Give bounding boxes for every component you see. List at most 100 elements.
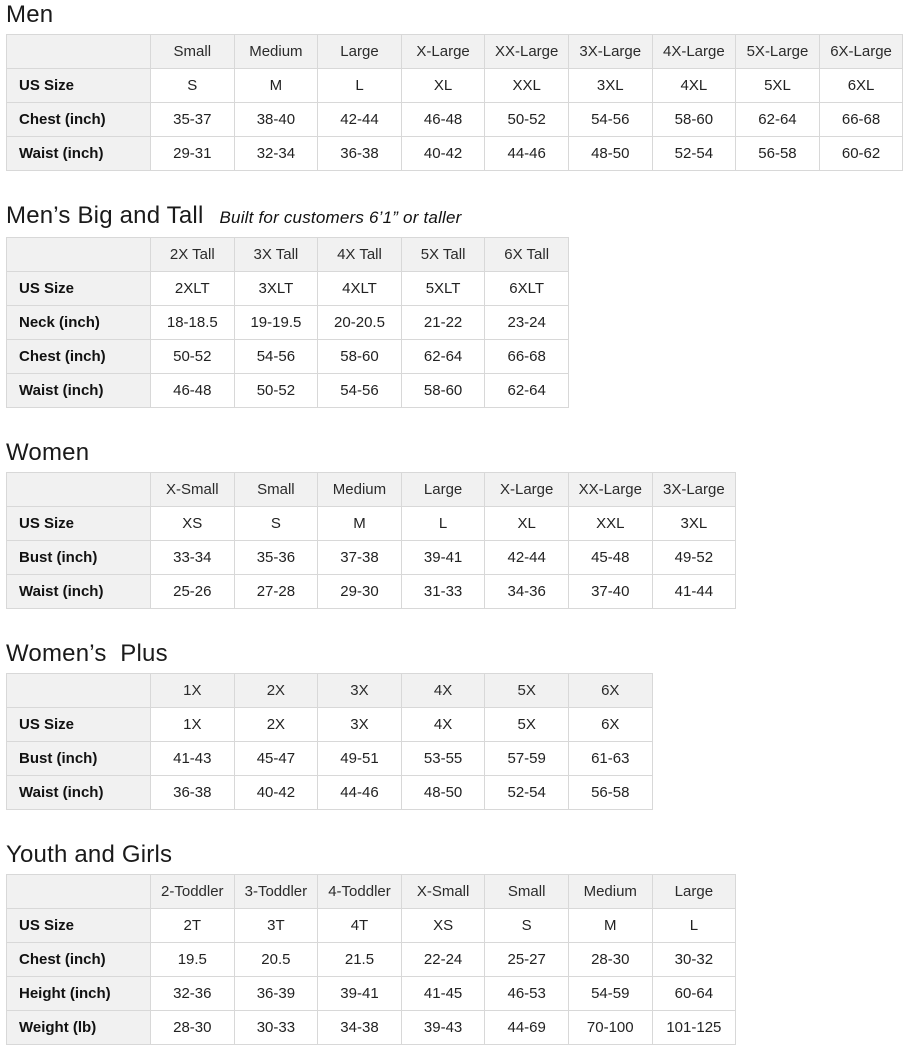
size-cell: 42-44: [317, 102, 402, 137]
size-cell: 46-48: [400, 102, 486, 137]
size-cell: 33-34: [150, 540, 235, 575]
corner-cell: [6, 34, 151, 69]
size-cell: 38-40: [233, 102, 319, 137]
corner-cell: [6, 472, 151, 507]
size-cell: 1X: [150, 707, 235, 742]
column-header: X-Large: [400, 34, 486, 69]
size-cell: 46-53: [484, 976, 569, 1011]
column-header: 4X: [400, 673, 486, 708]
size-cell: 2T: [150, 908, 235, 943]
size-cell: 66-68: [818, 102, 904, 137]
size-cell: 29-31: [150, 136, 235, 171]
column-header: XX-Large: [484, 34, 569, 69]
size-cell: 19-19.5: [233, 305, 319, 340]
size-cell: 66-68: [484, 339, 569, 374]
column-header: 2X Tall: [150, 237, 235, 272]
size-cell: 28-30: [567, 942, 653, 977]
size-cell: 30-33: [233, 1010, 319, 1045]
size-cell: 18-18.5: [150, 305, 235, 340]
column-header: 6X: [567, 673, 653, 708]
size-cell: 3XL: [651, 506, 737, 541]
column-header: Small: [150, 34, 235, 69]
row-label: Bust (inch): [6, 540, 151, 575]
section-subtitle: Built for customers 6’1” or taller: [219, 208, 462, 227]
size-cell: 61-63: [567, 741, 653, 776]
size-cell: 36-38: [150, 775, 235, 810]
row-label: Chest (inch): [6, 942, 151, 977]
table-row: Waist (inch) 25-26 27-28 29-30 31-33 34-36 37-…: [6, 574, 737, 609]
size-cell: 39-41: [317, 976, 402, 1011]
table-row: Chest (inch) 19.5 20.5 21.5 22-24 25-27 28-30 3…: [6, 942, 737, 977]
size-cell: 54-59: [567, 976, 653, 1011]
row-label: Weight (lb): [6, 1010, 151, 1045]
row-label: US Size: [6, 506, 151, 541]
column-header: 3X-Large: [651, 472, 737, 507]
size-cell: 45-47: [233, 741, 319, 776]
size-cell: 50-52: [484, 102, 569, 137]
size-cell: 25-27: [484, 942, 569, 977]
size-cell: 32-34: [233, 136, 319, 171]
size-cell: 35-36: [233, 540, 319, 575]
column-header-row: 2X Tall 3X Tall 4X Tall 5X Tall 6X Tall: [6, 237, 569, 272]
size-cell: XS: [150, 506, 235, 541]
section-title-text: Men’s Big and Tall: [6, 202, 204, 229]
corner-cell: [6, 874, 151, 909]
table-row: Waist (inch) 29-31 32-34 36-38 40-42 44-46 48-…: [6, 136, 904, 171]
row-label: US Size: [6, 68, 151, 103]
size-cell: 53-55: [400, 741, 486, 776]
size-cell: 44-69: [484, 1010, 569, 1045]
column-header: Small: [233, 472, 319, 507]
row-label: Chest (inch): [6, 102, 151, 137]
table-row: US Size S M L XL XXL 3XL 4XL 5XL 6XL: [6, 68, 904, 103]
column-header: 6X Tall: [484, 237, 569, 272]
column-header: 5X: [484, 673, 569, 708]
womens-plus-size-table: 1X 2X 3X 4X 5X 6X US Size 1X 2X 3X 4X 5X 6X Bust (inc…: [6, 673, 653, 810]
size-cell: S: [150, 68, 235, 103]
column-header-row: Small Medium Large X-Large XX-Large 3X-Large 4…: [6, 34, 904, 69]
size-cell: 25-26: [150, 574, 235, 609]
size-cell: 49-52: [651, 540, 737, 575]
column-header: Large: [400, 472, 486, 507]
size-cell: 54-56: [317, 373, 402, 408]
size-cell: 58-60: [651, 102, 737, 137]
column-header: 5X-Large: [735, 34, 820, 69]
size-cell: 31-33: [400, 574, 486, 609]
size-cell: 37-40: [567, 574, 653, 609]
column-header: 2-Toddler: [150, 874, 235, 909]
column-header: Medium: [233, 34, 319, 69]
size-cell: 35-37: [150, 102, 235, 137]
size-cell: L: [651, 908, 737, 943]
size-cell: 4X: [400, 707, 486, 742]
row-label: Waist (inch): [6, 373, 151, 408]
size-cell: 41-44: [651, 574, 737, 609]
size-cell: 5XL: [735, 68, 820, 103]
mens-big-and-tall-size-table: 2X Tall 3X Tall 4X Tall 5X Tall 6X Tall US Si…: [6, 237, 569, 408]
size-cell: 62-64: [735, 102, 820, 137]
row-label: US Size: [6, 707, 151, 742]
column-header: 5X Tall: [400, 237, 486, 272]
section-title-youth-and-girls: Youth and Girls: [6, 841, 173, 868]
row-label: Height (inch): [6, 976, 151, 1011]
size-cell: XS: [400, 908, 486, 943]
size-cell: XXL: [567, 506, 653, 541]
table-row: Waist (inch) 36-38 40-42 44-46 48-50 52-54 56-…: [6, 775, 653, 810]
section-title-mens-big-and-tall: Men’s Big and Tall Built for customers 6’…: [6, 203, 905, 231]
size-cell: 34-36: [484, 574, 569, 609]
size-cell: 32-36: [150, 976, 235, 1011]
row-label: US Size: [6, 271, 151, 306]
size-cell: S: [484, 908, 569, 943]
size-cell: 30-32: [651, 942, 737, 977]
column-header: 3X: [317, 673, 402, 708]
column-header: 4X Tall: [317, 237, 402, 272]
column-header: Small: [484, 874, 569, 909]
row-label: Waist (inch): [6, 574, 151, 609]
column-header: Large: [651, 874, 737, 909]
row-label: Waist (inch): [6, 775, 151, 810]
men-size-table: Small Medium Large X-Large XX-Large 3X-Large 4…: [6, 34, 904, 171]
size-cell: 4T: [317, 908, 402, 943]
size-cell: 101-125: [651, 1010, 737, 1045]
size-cell: 34-38: [317, 1010, 402, 1045]
size-cell: M: [317, 506, 402, 541]
column-header: 4X-Large: [651, 34, 737, 69]
size-cell: 42-44: [484, 540, 569, 575]
